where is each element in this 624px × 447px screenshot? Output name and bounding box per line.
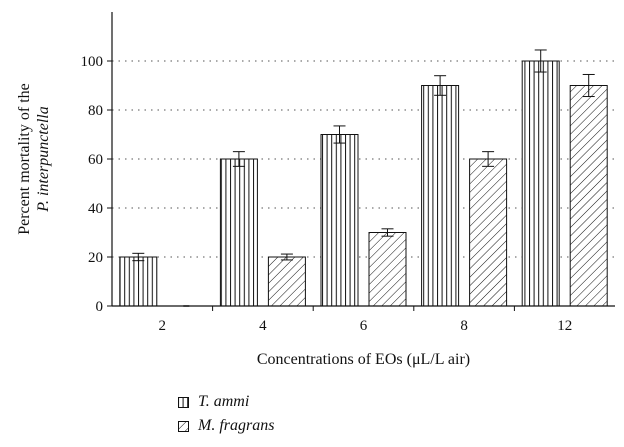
mortality-bar-chart: 0 20 40 60 80 100 2 4 6 8 12 Concentrations of EOs… [16,12,615,368]
bar-t-ammi [119,256,158,307]
y-tick-label: 20 [88,250,103,266]
bar-t-ammi [320,134,359,307]
legend-item-m-fragrans: M. fragrans [178,414,274,438]
y-tick-label: 100 [81,54,104,70]
x-tick-label: 6 [360,318,368,334]
bar-t-ammi [521,60,560,307]
y-axis-title-line2: P. interpunctella [35,106,52,212]
vertical-hatch-swatch-icon [178,396,189,408]
x-tick-label: 8 [460,318,468,334]
bars [119,49,608,307]
diagonal-hatch-swatch-icon [178,420,189,432]
bar-m-fragrans [368,232,407,307]
tick-labels: 0 20 40 60 80 100 2 4 6 8 12 [81,54,573,334]
x-tick-label: 12 [557,318,572,334]
x-tick-label: 4 [259,318,267,334]
y-tick-label: 80 [88,103,103,119]
y-axis-title-line1: Percent mortality of the [16,83,33,235]
bar-m-fragrans [267,256,306,307]
legend-label-t-ammi: T. ammi [198,393,250,410]
legend: T. ammi M. fragrans [178,390,274,438]
y-tick-label: 60 [88,152,103,168]
legend-label-m-fragrans: M. fragrans [198,417,275,434]
x-tick-label: 2 [159,318,167,334]
y-tick-label: 40 [88,201,103,217]
bar-m-fragrans [469,158,508,307]
legend-item-t-ammi: T. ammi [178,390,274,414]
bar-t-ammi [219,158,258,307]
axes [107,12,615,311]
bar-m-fragrans [569,85,608,307]
y-tick-label: 0 [96,299,104,315]
bar-t-ammi [421,85,460,307]
x-axis-title: Concentrations of EOs (μL/L air) [257,351,470,368]
